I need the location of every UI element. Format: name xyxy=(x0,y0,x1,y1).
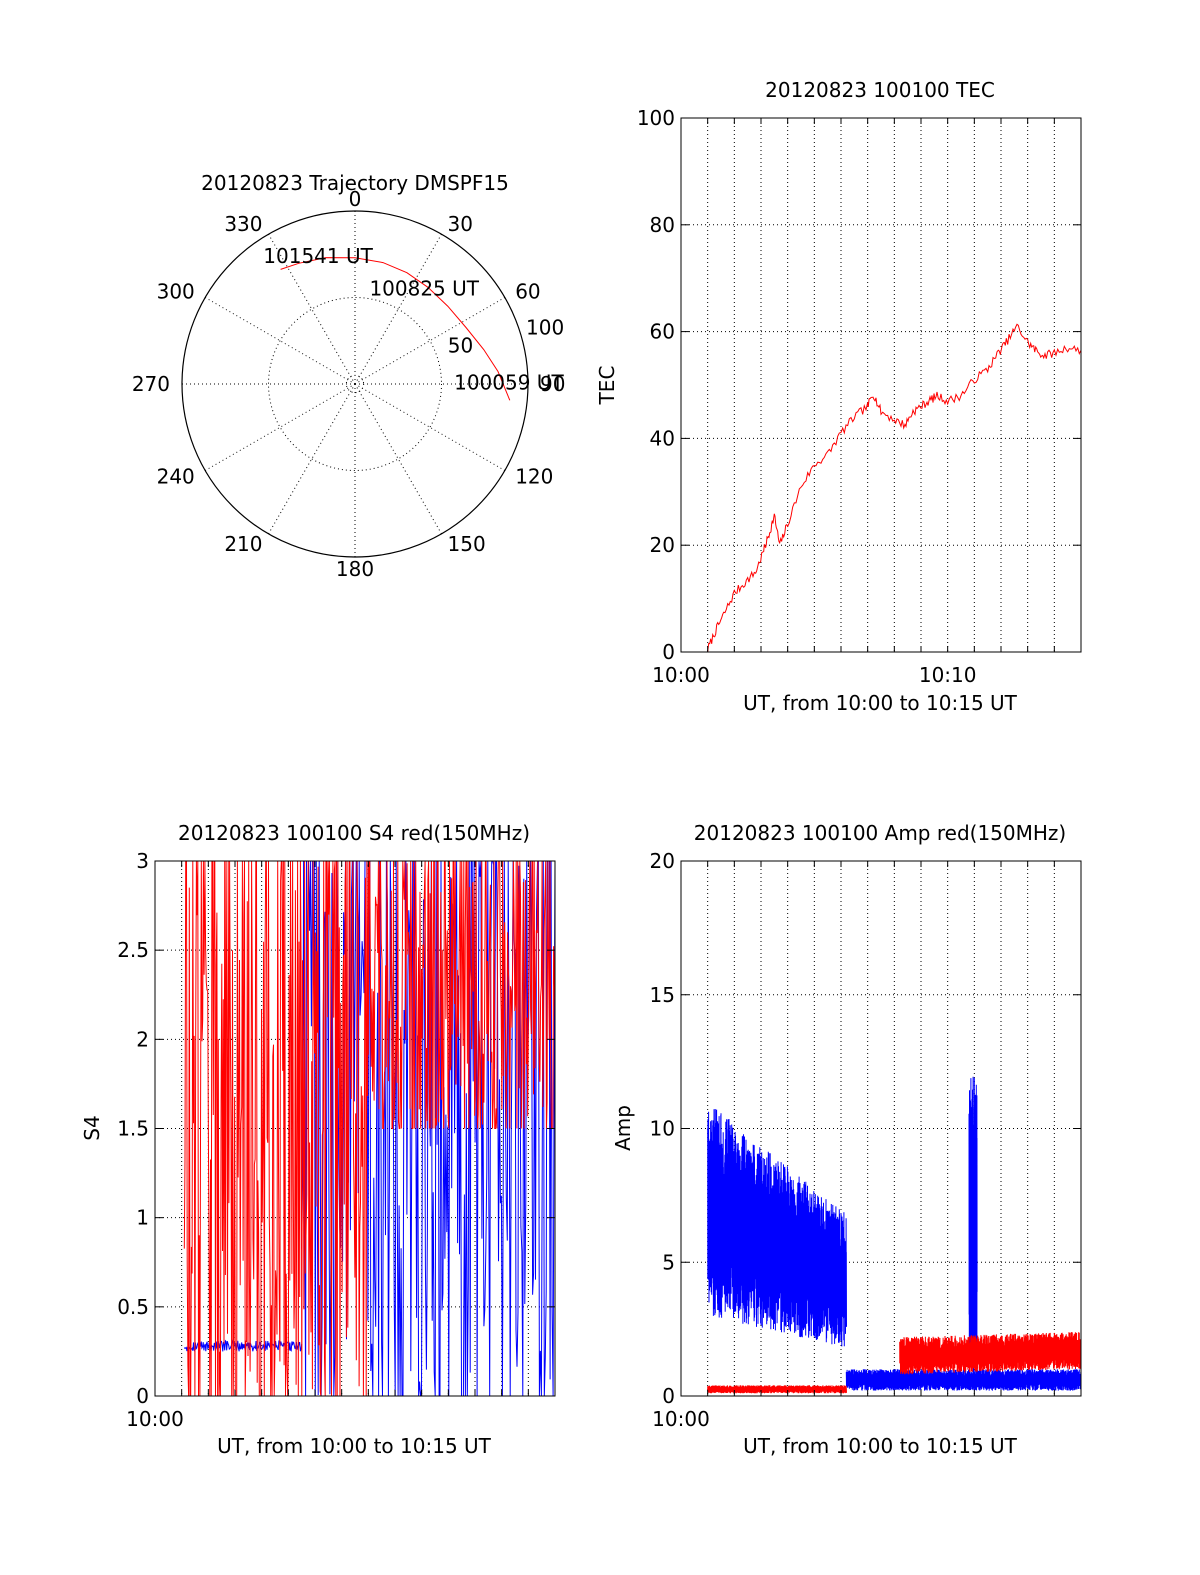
tec-chart: 20120823 100100 TEC 0 20 40 60 80 100 10:00 10:… xyxy=(595,78,1082,715)
polar-spoke xyxy=(204,383,356,471)
polar-azimuth-label: 150 xyxy=(448,532,486,556)
amp-grid xyxy=(681,861,1081,1396)
s4-y-axis-label: S4 xyxy=(80,1115,104,1140)
tec-ticks: 0 20 40 60 80 100 10:00 10:10 xyxy=(637,106,1082,687)
s4-y-tick-label: 2.5 xyxy=(117,938,149,962)
polar-spoke xyxy=(268,383,356,535)
polar-azimuth-label: 270 xyxy=(132,372,170,396)
polar-trajectory-line xyxy=(280,257,511,401)
tec-x-tick-label: 10:00 xyxy=(652,663,710,687)
s4-y-tick-label: 0.5 xyxy=(117,1295,149,1319)
polar-time-annotation: 101541 UT xyxy=(263,244,373,268)
amp-series-line xyxy=(845,1369,1081,1391)
polar-time-annotation: 100059 UT xyxy=(454,370,564,394)
polar-azimuth-label: 240 xyxy=(157,465,195,489)
amp-ticks: 0 5 10 15 20 10:00 xyxy=(650,849,1082,1431)
s4-series-line xyxy=(183,1339,303,1353)
s4-x-tick-label: 10:00 xyxy=(126,1407,184,1431)
polar-grid-circle xyxy=(268,297,442,471)
polar-spoke xyxy=(268,233,356,385)
polar-trajectory-series xyxy=(280,257,511,401)
amp-y-tick-label: 15 xyxy=(650,983,675,1007)
amp-y-tick-label: 0 xyxy=(662,1384,675,1408)
amp-series xyxy=(707,1076,1081,1394)
amp-series-line xyxy=(707,1385,847,1394)
polar-trajectory-chart: 20120823 Trajectory DMSPF15 0 30 60 90 120 15… xyxy=(132,171,566,581)
polar-azimuth-label: 330 xyxy=(224,212,262,236)
polar-grid xyxy=(181,210,529,558)
polar-azimuth-label: 0 xyxy=(349,187,362,211)
tec-series-line xyxy=(707,323,1082,652)
polar-azimuth-label: 180 xyxy=(336,557,374,581)
amp-series-group xyxy=(707,1076,1081,1394)
s4-series xyxy=(183,861,555,1396)
tec-x-axis-label: UT, from 10:00 to 10:15 UT xyxy=(743,691,1018,715)
polar-azimuth-label: 210 xyxy=(224,532,262,556)
tec-grid xyxy=(681,118,1081,652)
amp-y-tick-label: 20 xyxy=(650,849,675,873)
tec-y-axis-label: TEC xyxy=(595,366,619,406)
polar-azimuth-label: 60 xyxy=(515,280,540,304)
amp-y-axis-label: Amp xyxy=(611,1105,635,1151)
s4-y-tick-label: 1.5 xyxy=(117,1117,149,1141)
polar-spoke xyxy=(354,297,506,385)
polar-radial-labels: 50 100 xyxy=(448,315,564,357)
polar-chart-title: 20120823 Trajectory DMSPF15 xyxy=(201,171,509,195)
polar-spoke xyxy=(354,383,442,535)
polar-spoke xyxy=(354,383,506,471)
amp-chart: 20120823 100100 Amp red(150MHz) 0 5 10 15 20… xyxy=(611,821,1082,1458)
polar-azimuth-label: 30 xyxy=(448,212,473,236)
polar-spoke xyxy=(354,233,442,385)
tec-y-tick-label: 0 xyxy=(662,640,675,664)
polar-time-annotations: 101541 UT 100825 UT 100059 UT xyxy=(263,244,564,394)
amp-chart-title: 20120823 100100 Amp red(150MHz) xyxy=(694,821,1066,845)
amp-x-axis-label: UT, from 10:00 to 10:15 UT xyxy=(743,1434,1018,1458)
polar-time-annotation: 100825 UT xyxy=(369,276,479,300)
polar-azimuth-labels: 0 30 60 90 120 150 180 210 240 270 300 330 xyxy=(132,187,566,581)
s4-series-line xyxy=(183,861,369,1396)
s4-ticks: 0 0.5 1 1.5 2 2.5 3 10:00 xyxy=(117,849,556,1431)
s4-x-axis-label: UT, from 10:00 to 10:15 UT xyxy=(217,1434,492,1458)
polar-azimuth-label: 300 xyxy=(157,280,195,304)
s4-y-tick-label: 0 xyxy=(136,1384,149,1408)
polar-radial-label: 100 xyxy=(526,315,564,339)
amp-series-line xyxy=(899,1332,1081,1375)
tec-chart-title: 20120823 100100 TEC xyxy=(765,78,995,102)
s4-chart-title: 20120823 100100 S4 red(150MHz) xyxy=(178,821,530,845)
s4-chart: 20120823 100100 S4 red(150MHz) 0 0.5 1 1.5 2… xyxy=(80,821,556,1458)
tec-y-tick-label: 100 xyxy=(637,106,675,130)
s4-y-tick-label: 2 xyxy=(136,1027,149,1051)
polar-spoke xyxy=(204,297,356,385)
tec-y-tick-label: 20 xyxy=(650,533,675,557)
amp-y-tick-label: 10 xyxy=(650,1117,675,1141)
s4-y-tick-label: 3 xyxy=(136,849,149,873)
s4-series-group xyxy=(183,861,555,1396)
tec-y-tick-label: 80 xyxy=(650,213,675,237)
tec-series xyxy=(707,323,1082,652)
amp-y-tick-label: 5 xyxy=(662,1250,675,1274)
polar-radial-label: 50 xyxy=(448,333,473,357)
amp-series-line xyxy=(968,1076,978,1385)
tec-y-tick-label: 60 xyxy=(650,320,675,344)
amp-x-tick-label: 10:00 xyxy=(652,1407,710,1431)
s4-y-tick-label: 1 xyxy=(136,1206,149,1230)
amp-series-line xyxy=(707,1108,847,1347)
tec-y-tick-label: 40 xyxy=(650,426,675,450)
s4-series-line xyxy=(367,861,555,1129)
polar-azimuth-label: 90 xyxy=(540,372,565,396)
tec-x-tick-label: 10:10 xyxy=(919,663,977,687)
tec-plot-frame xyxy=(680,117,1082,653)
polar-azimuth-label: 120 xyxy=(515,465,553,489)
